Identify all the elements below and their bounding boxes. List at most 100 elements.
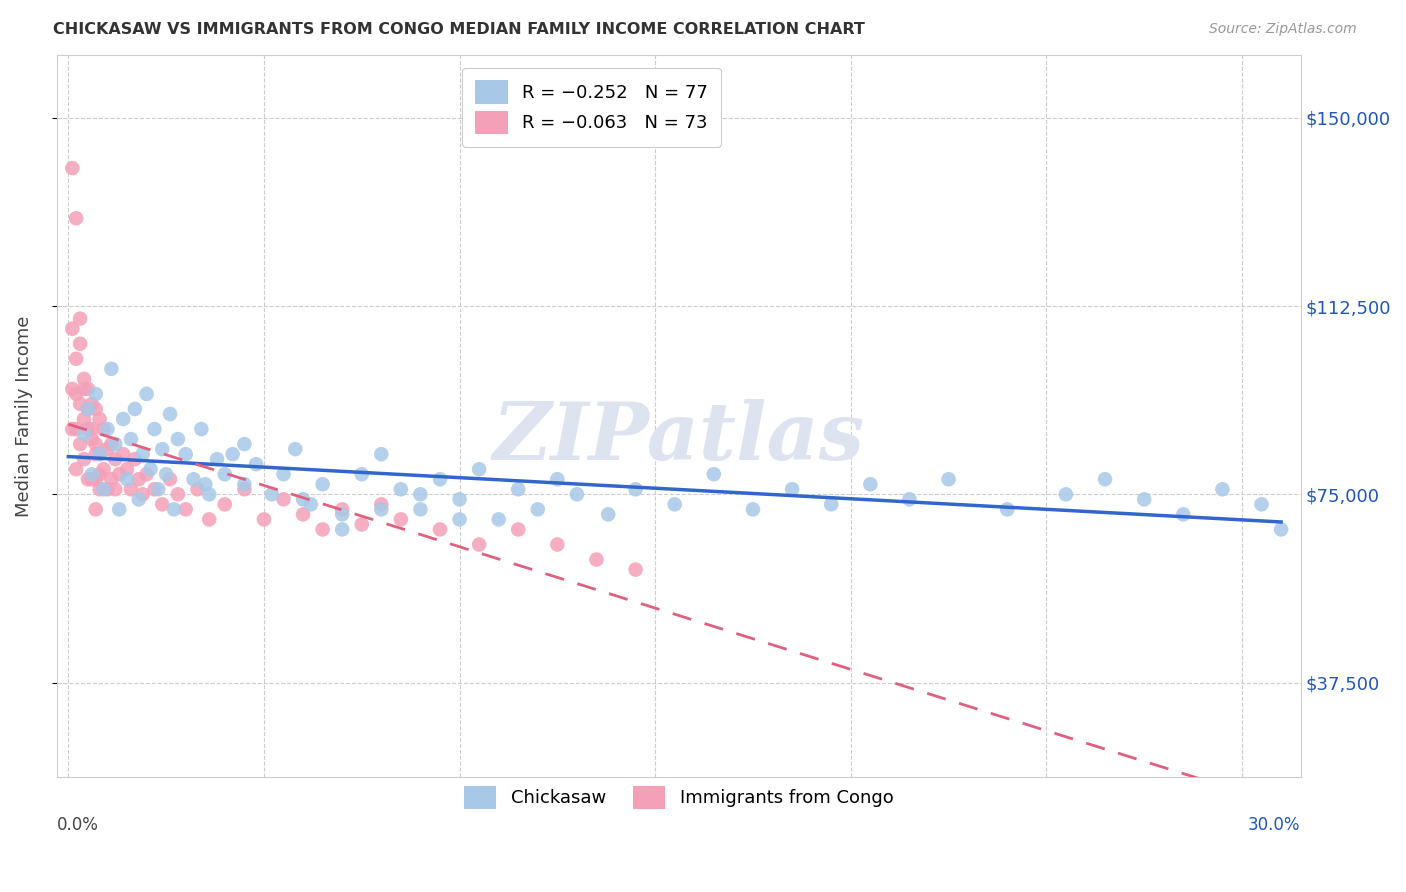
Point <box>198 487 221 501</box>
Point <box>284 442 307 457</box>
Point <box>128 472 150 486</box>
Point <box>624 563 647 577</box>
Point <box>780 483 803 497</box>
Point <box>143 422 166 436</box>
Point <box>198 512 221 526</box>
Point <box>89 412 111 426</box>
Point <box>104 452 127 467</box>
Point <box>273 467 295 482</box>
Point <box>311 523 333 537</box>
Point <box>508 523 530 537</box>
Legend: Chickasaw, Immigrants from Congo: Chickasaw, Immigrants from Congo <box>451 773 907 822</box>
Point <box>1133 492 1156 507</box>
Point <box>69 437 91 451</box>
Point <box>84 502 107 516</box>
Point <box>898 492 921 507</box>
Point <box>995 502 1018 516</box>
Point <box>468 462 491 476</box>
Point <box>167 432 190 446</box>
Point <box>205 452 228 467</box>
Point <box>124 401 146 416</box>
Point <box>330 508 353 522</box>
Point <box>80 397 103 411</box>
Point <box>429 523 451 537</box>
Point <box>73 372 96 386</box>
Point <box>108 467 131 482</box>
Point <box>449 512 471 526</box>
Point <box>938 472 960 486</box>
Point <box>84 387 107 401</box>
Point <box>84 437 107 451</box>
Point <box>468 537 491 551</box>
Point <box>350 517 373 532</box>
Text: Source: ZipAtlas.com: Source: ZipAtlas.com <box>1209 22 1357 37</box>
Point <box>1250 497 1272 511</box>
Point <box>65 387 87 401</box>
Point <box>69 397 91 411</box>
Point <box>1054 487 1077 501</box>
Point <box>221 447 243 461</box>
Point <box>150 497 173 511</box>
Point <box>89 483 111 497</box>
Point <box>253 512 276 526</box>
Point <box>1270 523 1292 537</box>
Point <box>77 422 100 436</box>
Point <box>80 472 103 486</box>
Point <box>546 472 568 486</box>
Point <box>100 472 122 486</box>
Point <box>330 502 353 516</box>
Point <box>89 467 111 482</box>
Point <box>859 477 882 491</box>
Point <box>183 472 205 486</box>
Point <box>167 487 190 501</box>
Point <box>370 497 392 511</box>
Point <box>120 432 142 446</box>
Point <box>69 336 91 351</box>
Text: CHICKASAW VS IMMIGRANTS FROM CONGO MEDIAN FAMILY INCOME CORRELATION CHART: CHICKASAW VS IMMIGRANTS FROM CONGO MEDIA… <box>53 22 865 37</box>
Point <box>389 512 412 526</box>
Point <box>120 483 142 497</box>
Point <box>233 483 256 497</box>
Point <box>60 161 83 175</box>
Point <box>80 467 103 482</box>
Point <box>96 483 118 497</box>
Point <box>214 497 236 511</box>
Point <box>115 472 138 486</box>
Point <box>115 462 138 476</box>
Point <box>598 508 620 522</box>
Point <box>93 462 115 476</box>
Point <box>186 483 208 497</box>
Point <box>155 467 177 482</box>
Point <box>508 483 530 497</box>
Point <box>77 401 100 416</box>
Point <box>104 437 127 451</box>
Point <box>73 412 96 426</box>
Point <box>330 523 353 537</box>
Point <box>703 467 725 482</box>
Point <box>174 502 197 516</box>
Point <box>84 447 107 461</box>
Y-axis label: Median Family Income: Median Family Income <box>15 315 32 516</box>
Point <box>742 502 765 516</box>
Point <box>69 311 91 326</box>
Point <box>350 467 373 482</box>
Point <box>585 552 607 566</box>
Point <box>159 472 181 486</box>
Point <box>245 457 267 471</box>
Point <box>664 497 686 511</box>
Point <box>148 483 170 497</box>
Text: 30.0%: 30.0% <box>1249 816 1301 834</box>
Point <box>93 422 115 436</box>
Point <box>128 492 150 507</box>
Point <box>135 387 157 401</box>
Point <box>77 401 100 416</box>
Point <box>80 432 103 446</box>
Point <box>104 483 127 497</box>
Point <box>139 462 162 476</box>
Point <box>273 492 295 507</box>
Point <box>624 483 647 497</box>
Point <box>311 477 333 491</box>
Point <box>292 508 315 522</box>
Point <box>73 427 96 442</box>
Point <box>1173 508 1195 522</box>
